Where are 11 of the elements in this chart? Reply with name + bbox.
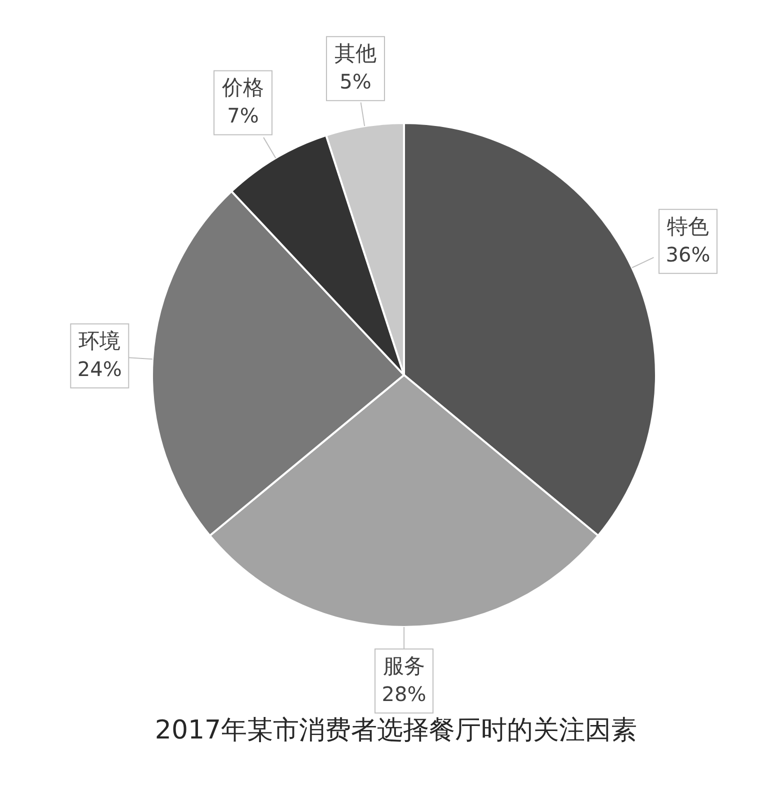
- slice-label: 服务: [383, 654, 425, 678]
- data-label: 7%: [227, 104, 259, 128]
- text: 2017年某市消费者选择餐厅时的关注因素: [154, 716, 638, 746]
- slice-label: 其他: [334, 42, 376, 66]
- data-label: 28%: [382, 682, 426, 706]
- slice-label: 环境: [78, 328, 121, 353]
- slice-label: 特色: [666, 214, 709, 238]
- data-label: 24%: [77, 356, 122, 381]
- data-label: 36%: [666, 242, 710, 266]
- data-label: 5%: [340, 70, 372, 94]
- slice-label: 价格: [220, 76, 264, 100]
